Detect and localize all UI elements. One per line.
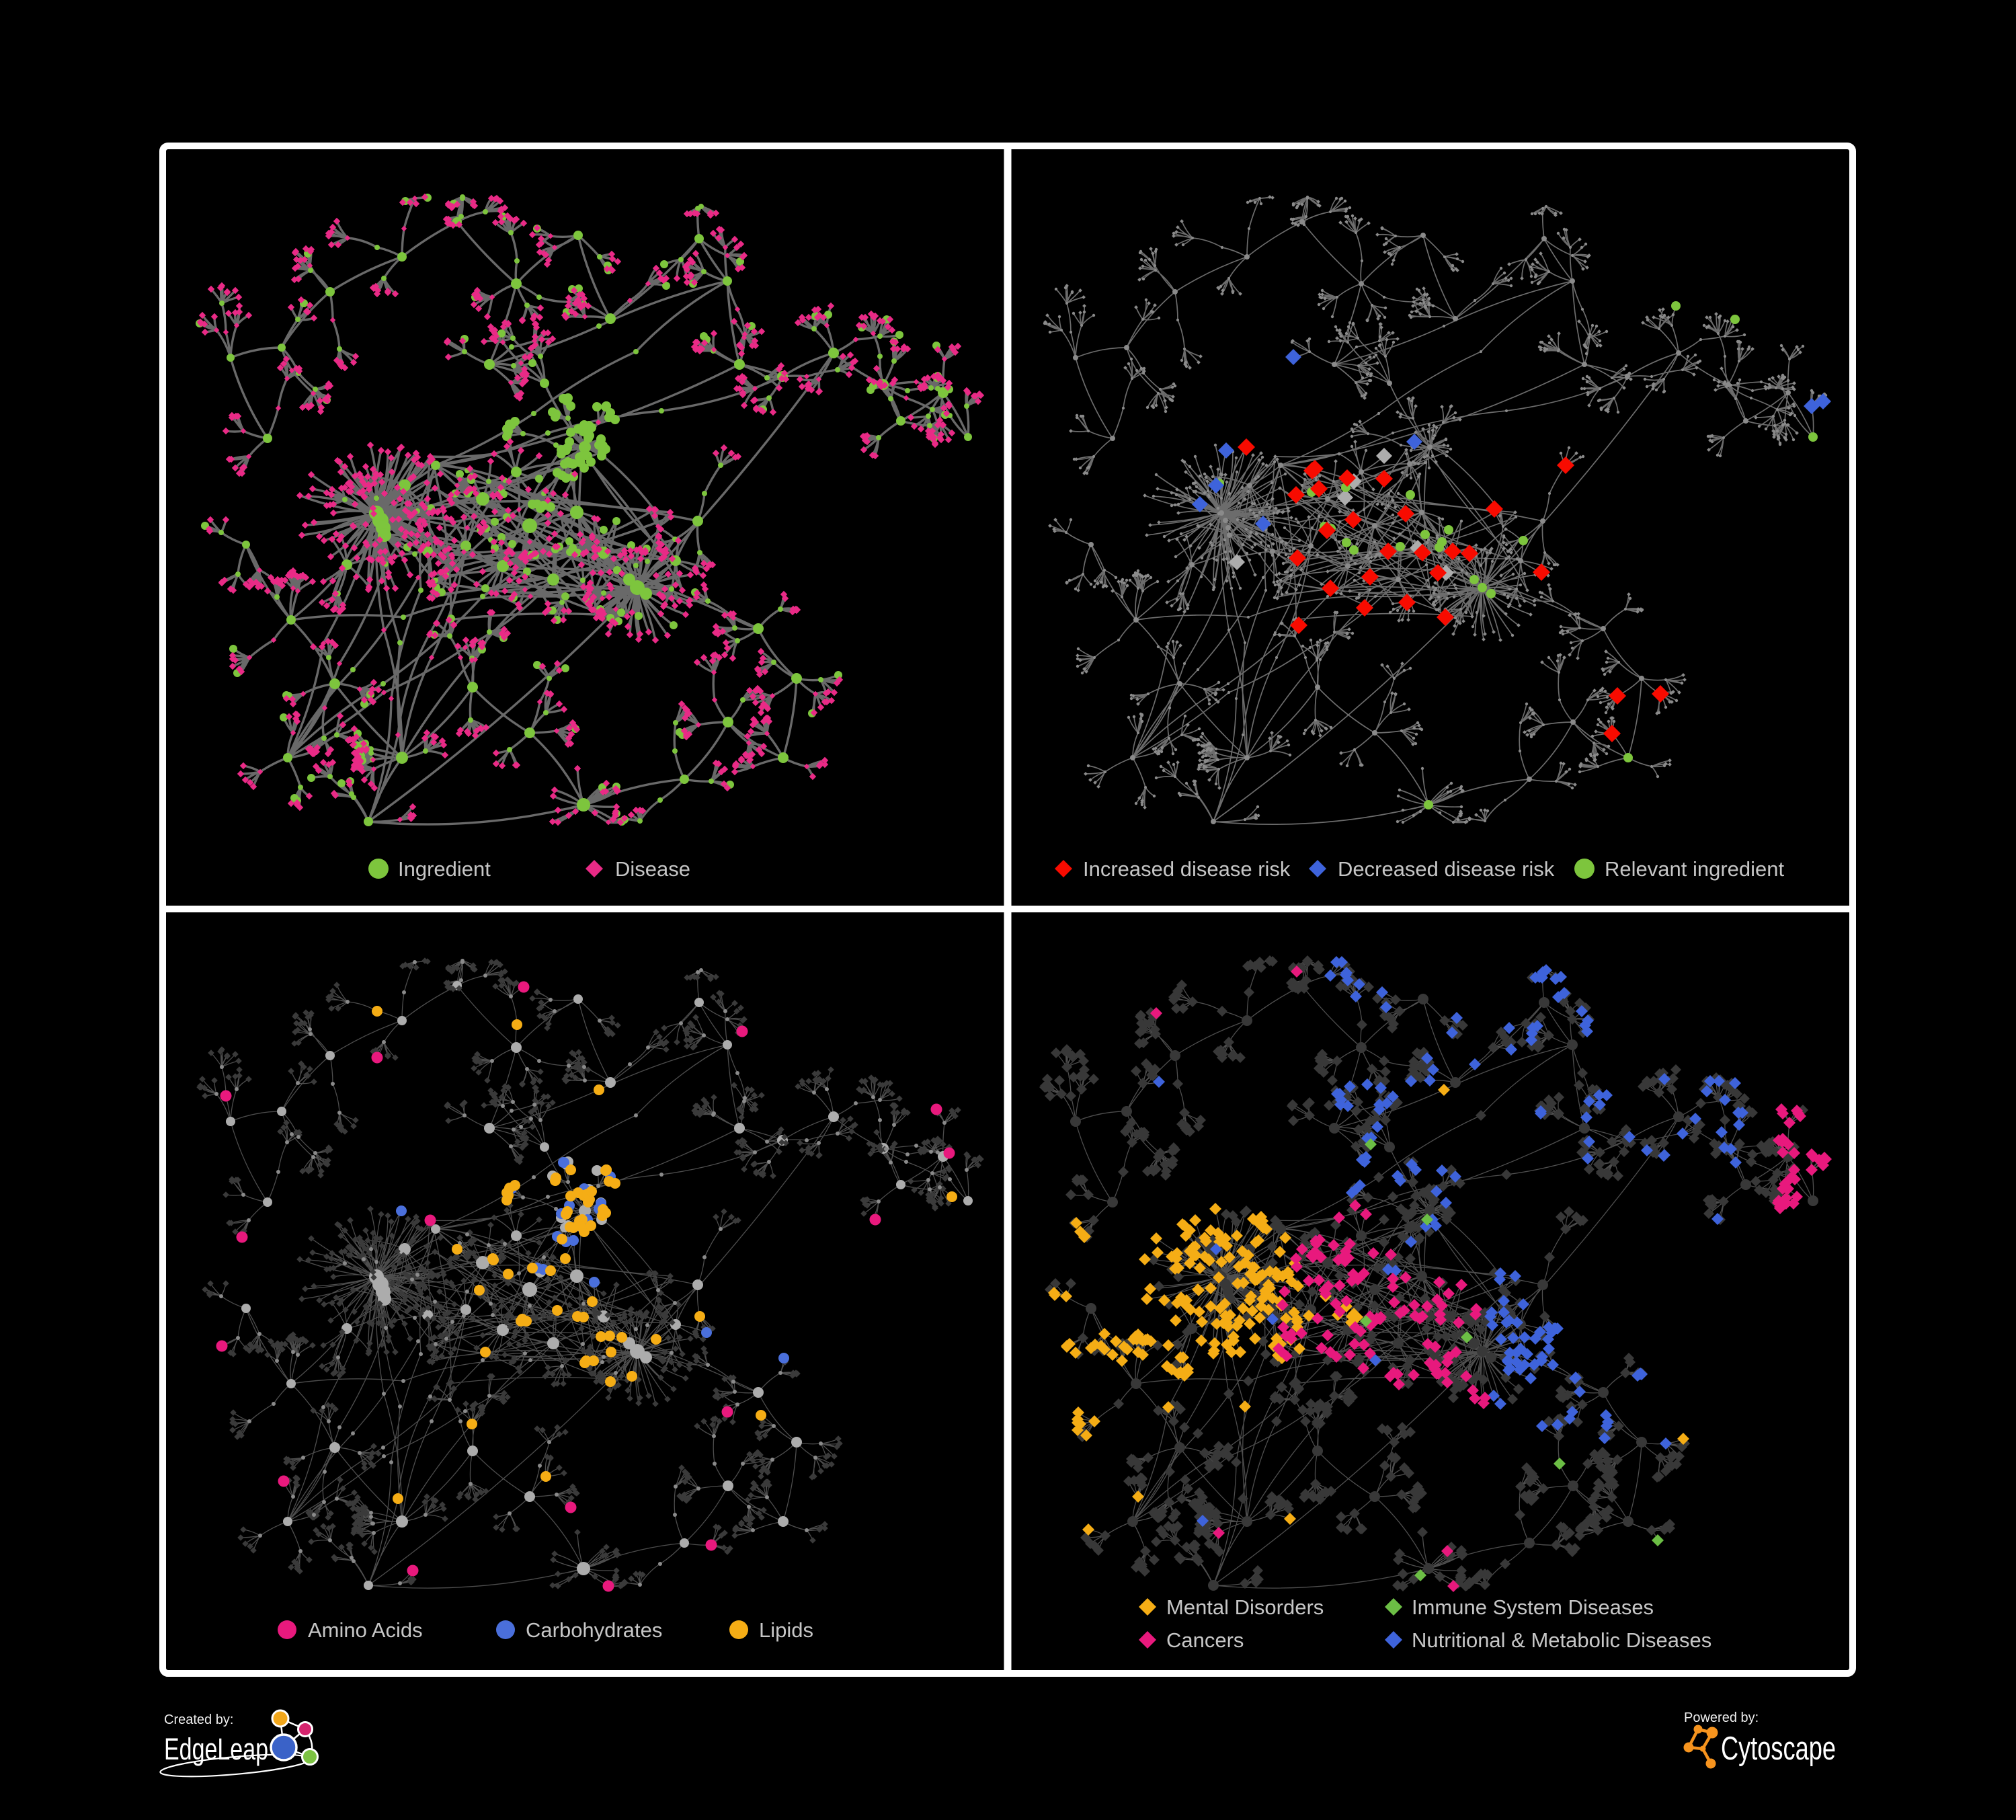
svg-text:Carbohydrates: Carbohydrates: [526, 1618, 662, 1642]
svg-text:Cytoscape: Cytoscape: [1721, 1731, 1836, 1767]
svg-text:Decreased disease risk: Decreased disease risk: [1338, 857, 1555, 881]
svg-text:Powered by:: Powered by:: [1684, 1710, 1759, 1725]
svg-text:EdgeLeap: EdgeLeap: [164, 1732, 268, 1766]
svg-text:Disease: Disease: [615, 857, 690, 881]
svg-text:Amino Acids: Amino Acids: [308, 1618, 423, 1642]
svg-text:Ingredient: Ingredient: [398, 857, 491, 881]
svg-text:Cancers: Cancers: [1166, 1628, 1244, 1652]
svg-text:Mental Disorders: Mental Disorders: [1166, 1595, 1324, 1619]
svg-text:Nutritional & Metabolic Diseas: Nutritional & Metabolic Diseases: [1412, 1628, 1711, 1652]
svg-text:Lipids: Lipids: [759, 1618, 813, 1642]
svg-text:Increased disease risk: Increased disease risk: [1083, 857, 1291, 881]
svg-text:Relevant ingredient: Relevant ingredient: [1605, 857, 1785, 881]
svg-text:Created by:: Created by:: [164, 1712, 233, 1727]
svg-text:Immune System Diseases: Immune System Diseases: [1412, 1595, 1654, 1619]
